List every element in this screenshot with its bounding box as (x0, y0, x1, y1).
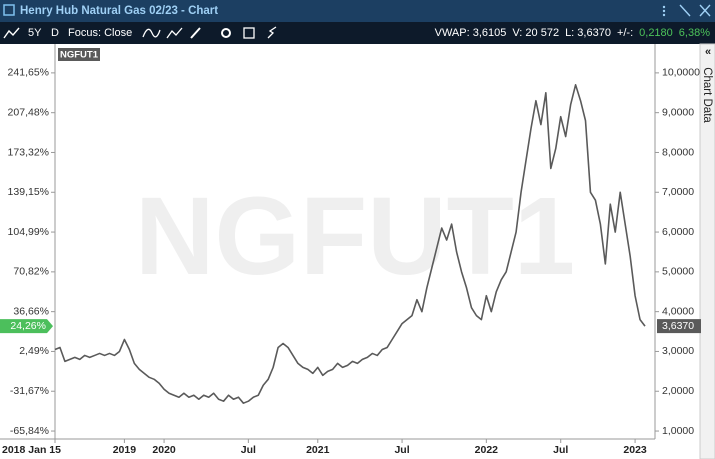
y2-tick-label: -65,84% (10, 425, 49, 437)
settings-icon[interactable] (221, 28, 231, 38)
y2-tick-label: 2,49% (19, 345, 49, 357)
y-tick-label: 6,0000 (662, 226, 694, 238)
window-title: Henry Hub Natural Gas 02/23 - Chart (20, 5, 218, 17)
period-button[interactable]: 5Y (28, 27, 42, 39)
stat: 6,38% (679, 27, 710, 39)
y-tick-label: 10,0000 (662, 67, 700, 79)
y-tick-label: 4,0000 (662, 305, 694, 317)
last-change-marker (0, 319, 53, 334)
window-icon (3, 4, 15, 16)
price-line (54, 84, 646, 404)
chart-type-icon[interactable] (3, 27, 20, 39)
stat: 0,2180 (639, 27, 673, 39)
y2-tick-label: -31,67% (10, 385, 49, 397)
plot: 1,0000 2,0000 3,0000 4,0000 5,0000 6,0000 7,00… (0, 44, 701, 456)
stat: +/-: (617, 27, 633, 39)
window-controls[interactable] (662, 4, 711, 17)
y-tick-label: 1,0000 (662, 425, 694, 437)
indicator-icon[interactable] (142, 28, 161, 38)
x-tick-label: Jul (394, 444, 409, 456)
y-tick-label: 7,0000 (662, 186, 694, 198)
y2-tick-label: 241,65% (8, 67, 49, 79)
compare-icon[interactable] (166, 27, 183, 39)
legend-label: NGFUT1 (60, 50, 99, 61)
x-tick-label: 2018 Jan 15 (2, 444, 61, 456)
stat: L: 3,6370 (565, 27, 611, 39)
title-bar (0, 0, 715, 22)
layout-icon[interactable] (243, 27, 255, 39)
stat: VWAP: 3,6105 (435, 27, 507, 39)
y-tick-label: 3,0000 (662, 345, 694, 357)
y-tick-label: 9,0000 (662, 106, 694, 118)
legend-badge (58, 48, 100, 61)
watermark: NGFUT1 (135, 175, 575, 298)
x-tick-label: Jul (553, 444, 568, 456)
last-price-label: 3,6370 (662, 320, 694, 332)
x-tick-label: 2020 (152, 444, 176, 456)
x-tick-label: 2022 (475, 444, 499, 456)
last-change-label: 24,26% (10, 320, 46, 332)
y2-tick-label: 70,82% (13, 266, 49, 278)
y2-tick-label: 173,32% (8, 146, 49, 158)
tools-icon[interactable] (267, 26, 277, 39)
y-tick-label: 8,0000 (662, 146, 694, 158)
y2-tick-label: 207,48% (8, 106, 49, 118)
y-tick-label: 2,0000 (662, 385, 694, 397)
y2-tick-label: 139,15% (8, 186, 49, 198)
y2-tick-label: 104,99% (8, 226, 49, 238)
stat: V: 20 572 (512, 27, 559, 39)
y2-tick-label: 36,66% (13, 305, 49, 317)
side-tab-arrow: « (705, 46, 711, 58)
side-tab[interactable] (699, 43, 715, 459)
x-tick-label: 2021 (306, 444, 330, 456)
x-tick-label: Jul (241, 444, 256, 456)
x-tick-label: 2019 (113, 444, 137, 456)
last-price-marker (657, 319, 701, 334)
focus-button[interactable]: Focus: Close (68, 27, 132, 39)
toolbar (0, 22, 715, 44)
x-tick-label: 2023 (623, 444, 647, 456)
side-tab-label: Chart Data (701, 67, 713, 123)
y-tick-label: 5,0000 (662, 266, 694, 278)
interval-button[interactable]: D (51, 27, 59, 39)
draw-icon[interactable] (190, 27, 201, 39)
stats: VWAP: 3,6105 V: 20 572 L: 3,6370 +/-: 0,2180… (435, 27, 711, 39)
